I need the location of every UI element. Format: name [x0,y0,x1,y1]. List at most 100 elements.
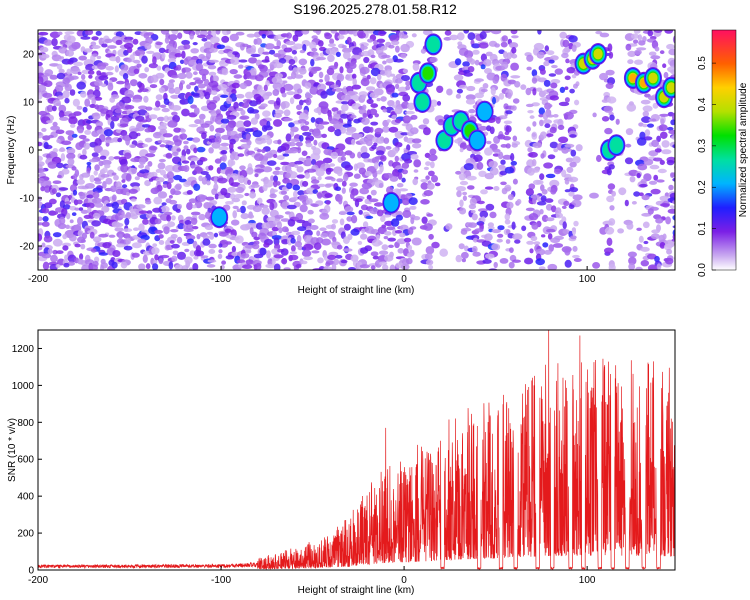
heatmap-cell [85,63,96,71]
heatmap-cell [158,234,164,239]
heatmap-cell [376,170,383,175]
heatmap-cell [101,159,112,166]
heatmap-cell [663,243,672,251]
heatmap-cell [294,160,304,165]
heatmap-cell [120,164,129,173]
heatmap-cell [252,205,262,213]
heatmap-cell [300,125,310,132]
heatmap-cell [272,231,277,237]
heatmap-cell [94,202,104,208]
x-tick-label: -200 [28,575,48,586]
heatmap-cell [216,44,226,50]
heatmap-cell [243,120,252,127]
heatmap-cell [430,161,435,169]
heatmap-cell [478,170,487,177]
heatmap-cell [514,81,521,88]
heatmap-cell [670,69,675,75]
heatmap-cell [208,59,219,63]
colorbar-tick-label: 0.4 [697,97,708,111]
heatmap-cell [296,226,307,232]
heatmap-cell [528,213,539,221]
heatmap-cell [562,229,571,235]
heatmap-cell [320,90,328,99]
heatmap-cell [38,61,43,67]
heatmap-cell [538,107,545,115]
heatmap-cell [52,249,58,255]
heatmap-cell [511,105,517,111]
heatmap-cell [647,30,654,37]
heatmap-cell [504,166,515,174]
heatmap-cell [94,164,100,172]
heatmap-cell [662,63,667,68]
heatmap-cell [58,148,66,153]
heatmap-cell [122,228,133,233]
heatmap-cell [413,159,422,168]
heatmap-cell [187,95,194,105]
heatmap-cell [79,154,88,160]
heatmap-cell [288,171,298,179]
heatmap-cell [170,234,178,239]
heatmap-cell [361,117,370,126]
heatmap-cell [72,98,80,107]
heatmap-cell [361,228,366,234]
heatmap-cell [456,88,463,94]
heatmap-cell [325,200,331,205]
heatmap-cell [171,243,180,249]
heatmap-cell [668,184,674,191]
heatmap-cell [636,47,647,51]
heatmap-cell [274,62,284,69]
heatmap-cell [336,244,343,250]
heatmap-cell [374,162,379,170]
heatmap-cell [176,236,183,244]
heatmap-cell [386,87,395,95]
heatmap-cell [266,160,277,166]
heatmap-cell [183,228,194,233]
heatmap-cell [548,244,554,252]
heatmap-cell [103,129,114,137]
heatmap-cell [331,219,339,224]
heatmap-cell [193,107,200,115]
heatmap-cell [156,116,165,122]
heatmap-cell [528,151,538,158]
heatmap-cell [592,262,601,269]
heatmap-cell [654,148,662,153]
heatmap-cell [45,180,52,187]
heatmap-cell [166,171,175,180]
colorbar-tick-label: 0.2 [697,180,708,194]
heatmap-cell [224,228,232,233]
heatmap-cell [114,65,119,73]
heatmap-cell [390,218,400,227]
heatmap-cell [78,207,84,211]
heatmap-cell [353,118,361,124]
heatmap-cell [96,55,102,60]
heatmap-feature [644,67,662,89]
heatmap-cell [309,41,317,50]
heatmap-cell [361,94,367,100]
heatmap-cell [315,30,321,35]
heatmap-cell [342,51,351,60]
heatmap-cell [38,216,43,222]
heatmap-cell [172,41,177,50]
heatmap-cell [232,205,239,210]
heatmap-cell [330,84,339,88]
heatmap-cell [390,73,396,77]
heatmap-cell [628,256,637,265]
heatmap-cell [489,126,495,135]
heatmap-cell [428,265,434,270]
x-tick-label: 100 [579,575,596,586]
heatmap-cell [267,100,276,105]
heatmap-cell [138,119,148,123]
heatmap-cell [403,237,412,243]
heatmap-cell [472,251,481,257]
heatmap-cell [505,125,512,133]
heatmap-cell [573,83,578,89]
heatmap-cell [330,30,338,34]
heatmap-cell [360,247,369,254]
y-tick-label: 10 [23,98,35,109]
heatmap-cell [125,237,132,245]
heatmap-cell [404,110,415,115]
heatmap-cell [280,161,290,166]
heatmap-cell [569,134,577,138]
